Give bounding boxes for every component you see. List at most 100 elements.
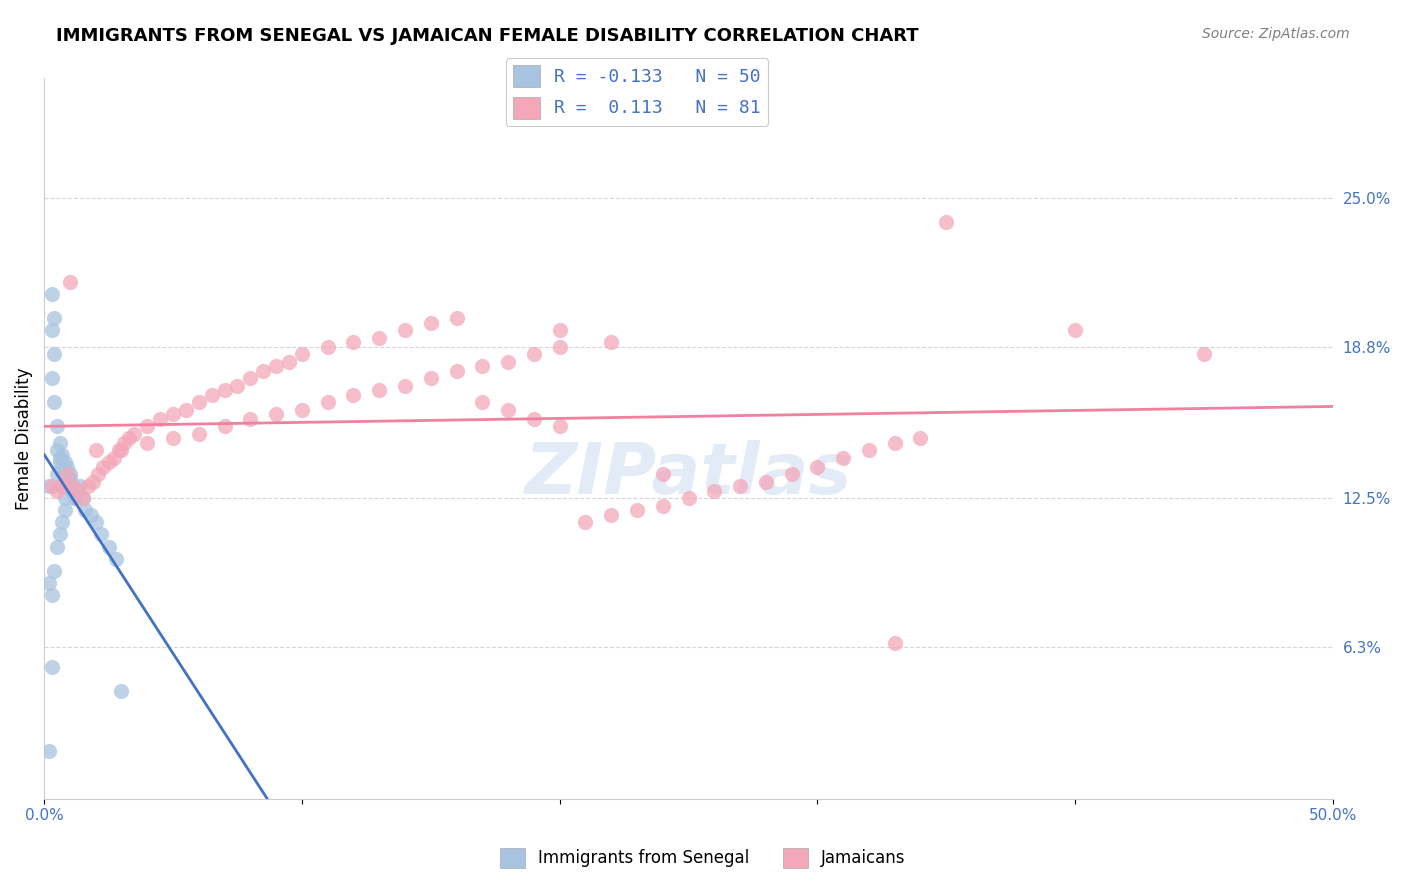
Point (471, 395, 494, 409)
Point (394, 323, 416, 337)
Point (53, 491, 76, 506)
Point (62, 484, 84, 499)
Point (446, 311, 468, 326)
Point (523, 412, 546, 426)
Point (883, 436, 905, 450)
Point (72, 491, 94, 506)
Point (59, 467, 82, 482)
Point (728, 479, 751, 493)
Point (108, 443, 131, 458)
Point (214, 419, 236, 434)
Point (46, 484, 69, 499)
Point (56, 467, 79, 482)
Point (41, 659, 63, 673)
Point (79, 508, 101, 523)
Point (103, 450, 125, 465)
Point (51, 460, 73, 475)
Point (38, 479, 60, 493)
Point (48, 455, 70, 469)
Point (264, 408, 287, 422)
Point (394, 378, 416, 392)
Point (63, 491, 86, 506)
Legend: Immigrants from Senegal, Jamaicans: Immigrants from Senegal, Jamaicans (494, 841, 912, 875)
Point (342, 388, 364, 402)
Point (342, 335, 364, 350)
Point (651, 499, 673, 513)
Point (239, 412, 262, 426)
Text: Source: ZipAtlas.com: Source: ZipAtlas.com (1202, 27, 1350, 41)
Text: IMMIGRANTS FROM SENEGAL VS JAMAICAN FEMALE DISABILITY CORRELATION CHART: IMMIGRANTS FROM SENEGAL VS JAMAICAN FEMA… (56, 27, 920, 45)
Point (48, 450, 70, 465)
Point (136, 419, 159, 434)
Point (214, 384, 236, 398)
Point (626, 503, 648, 517)
Point (806, 460, 828, 475)
Point (69, 479, 91, 493)
Point (53, 503, 76, 517)
Point (935, 215, 957, 229)
Point (149, 412, 172, 426)
Point (59, 472, 82, 486)
Point (63, 486, 86, 500)
Point (1064, 323, 1087, 337)
Point (38, 744, 60, 758)
Point (44, 311, 66, 326)
Point (523, 347, 546, 361)
Point (239, 371, 262, 385)
Point (252, 364, 274, 378)
Point (755, 475, 778, 489)
Point (46, 467, 69, 482)
Point (226, 378, 249, 392)
Point (51, 448, 73, 462)
Point (51, 479, 73, 493)
Point (291, 347, 314, 361)
Point (291, 402, 314, 417)
Point (446, 364, 468, 378)
Point (162, 431, 184, 445)
Point (883, 635, 905, 649)
Point (97, 540, 120, 554)
Point (118, 431, 141, 445)
Point (62, 479, 84, 493)
Point (264, 359, 287, 374)
Point (910, 431, 932, 445)
Point (75, 503, 97, 517)
Point (41, 287, 63, 301)
Point (651, 467, 673, 482)
Point (56, 479, 79, 493)
Point (53, 455, 76, 469)
Point (780, 467, 803, 482)
Point (124, 426, 146, 441)
Point (548, 340, 571, 354)
Point (44, 564, 66, 578)
Point (62, 479, 84, 493)
Point (38, 575, 60, 590)
Point (66, 484, 89, 499)
Point (90, 527, 112, 541)
Legend: R = -0.133   N = 50, R =  0.113   N = 81: R = -0.133 N = 50, R = 0.113 N = 81 (506, 58, 768, 126)
Point (87, 467, 110, 482)
Point (548, 419, 571, 434)
Point (93, 460, 115, 475)
Point (72, 491, 94, 506)
Point (51, 516, 73, 530)
Point (51, 479, 73, 493)
Point (316, 340, 339, 354)
Point (97, 455, 120, 469)
Point (41, 588, 63, 602)
Point (63, 491, 86, 506)
Point (105, 551, 128, 566)
Point (84, 443, 107, 458)
Point (46, 540, 69, 554)
Point (46, 443, 69, 458)
Point (174, 402, 197, 417)
Point (600, 508, 623, 523)
Point (77, 479, 100, 493)
Point (496, 402, 519, 417)
Point (574, 516, 596, 530)
Point (1192, 347, 1215, 361)
Point (41, 323, 63, 337)
Point (316, 395, 339, 409)
Point (162, 408, 184, 422)
Point (678, 491, 700, 506)
